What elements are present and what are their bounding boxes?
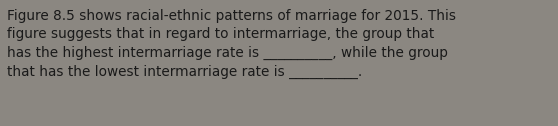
Text: Figure 8.5 shows racial-ethnic patterns of marriage for 2015. This
figure sugges: Figure 8.5 shows racial-ethnic patterns … xyxy=(7,9,456,79)
